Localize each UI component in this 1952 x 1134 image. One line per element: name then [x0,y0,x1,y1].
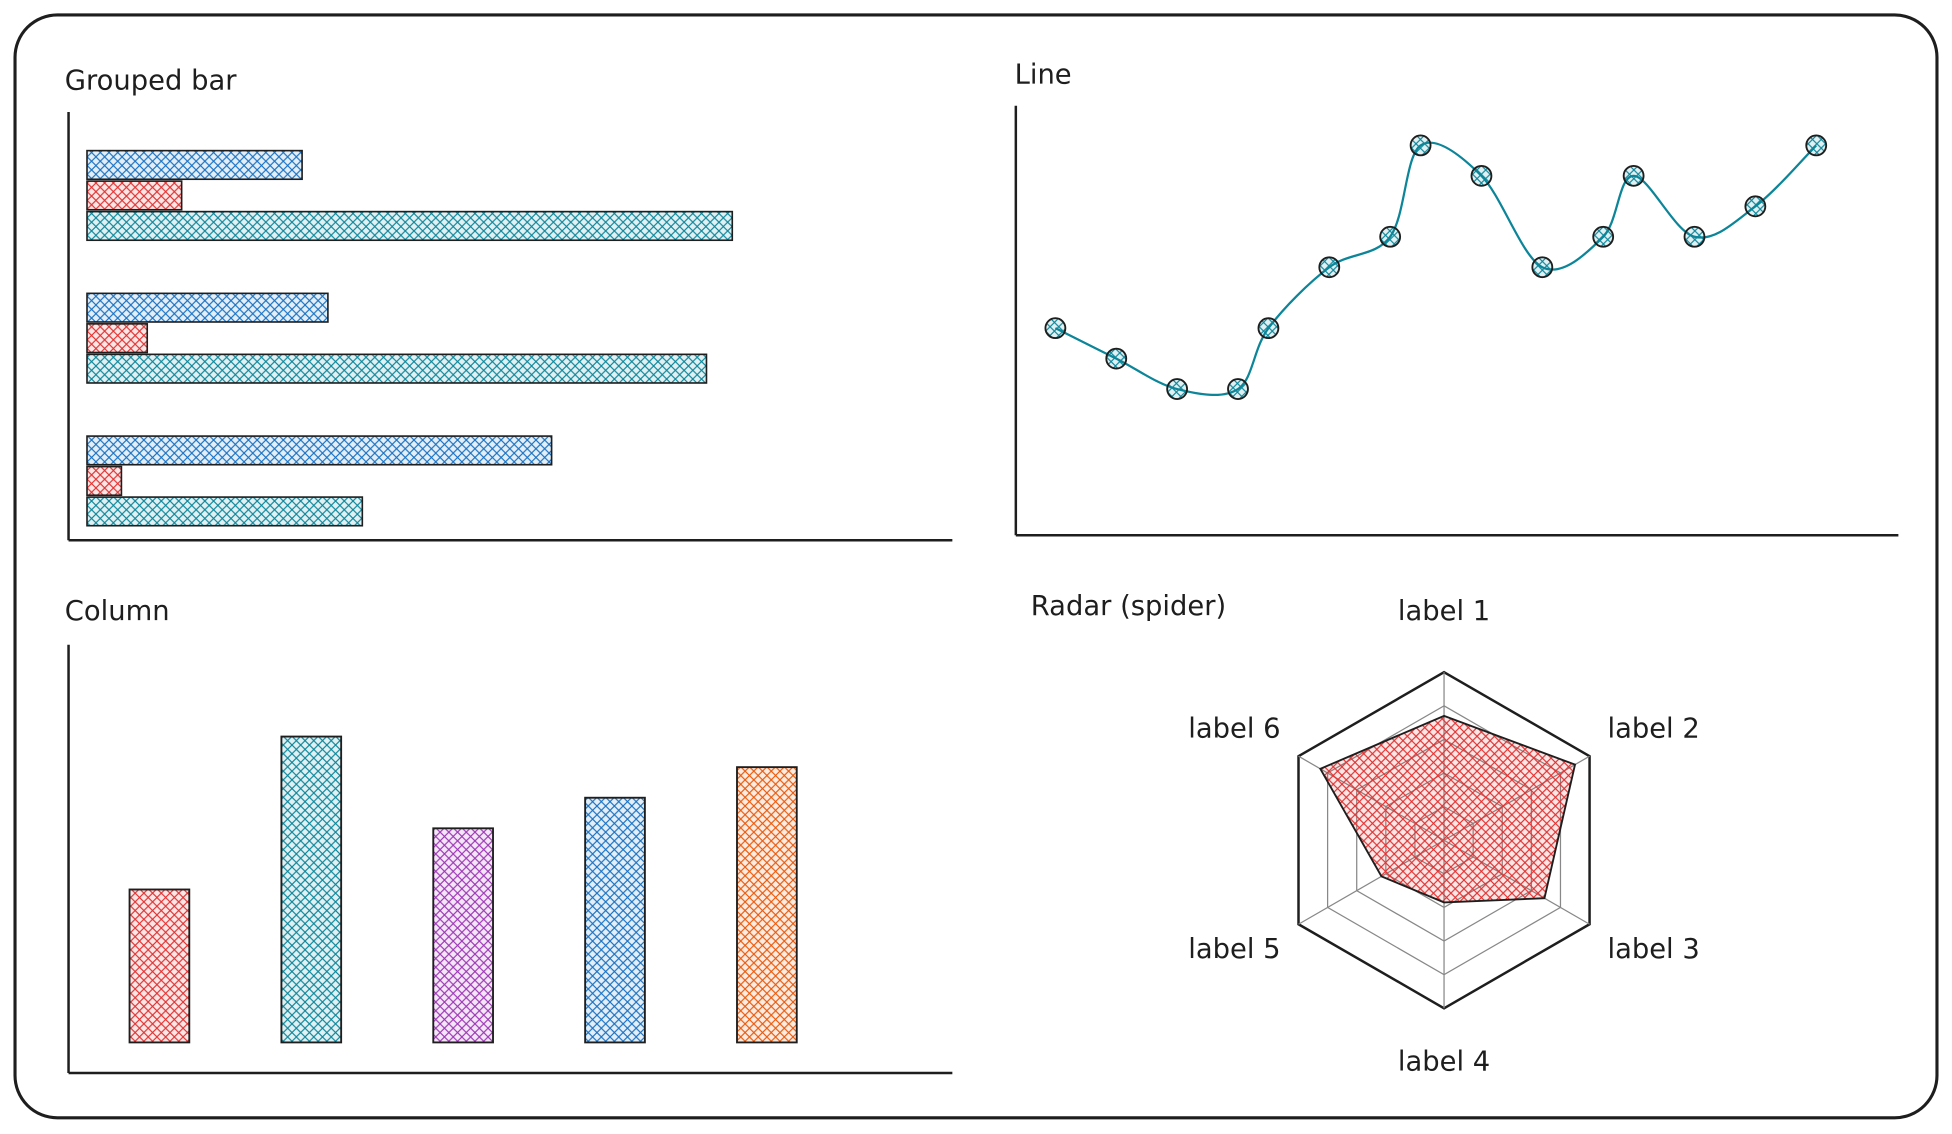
bar [86,180,183,211]
column [736,766,798,1044]
chart-title: Grouped bar [65,66,237,97]
point [1257,317,1280,340]
radar-label: label 2 [1607,714,1699,745]
chart-title: Line [1015,59,1072,90]
point [1470,164,1493,187]
bar [86,353,708,384]
point [1379,225,1402,248]
point [1044,317,1067,340]
radar-label: label 3 [1607,934,1699,965]
radar-area [1319,714,1577,904]
point [1105,347,1128,370]
column [432,827,494,1044]
radar-label: label 1 [1398,596,1490,627]
bar [86,292,329,323]
point [1805,134,1828,157]
bar [86,210,734,242]
point [1318,256,1341,279]
radar-label: label 6 [1188,714,1280,745]
chart-title: Column [65,596,170,627]
point [1531,256,1554,279]
point [1166,378,1189,400]
chart-title: Radar (spider) [1031,591,1226,622]
bar [86,465,123,497]
point [1409,134,1432,157]
column [280,735,343,1044]
point [1622,164,1645,187]
bar [86,435,553,466]
point [1683,225,1706,248]
radar-label: label 4 [1398,1047,1490,1078]
bar [86,149,303,181]
column [128,888,191,1044]
point [1744,195,1767,218]
column [584,796,646,1044]
point [1227,378,1249,400]
bar [86,496,364,527]
point [1592,225,1615,248]
radar-label: label 5 [1188,934,1280,965]
bar [86,323,149,354]
